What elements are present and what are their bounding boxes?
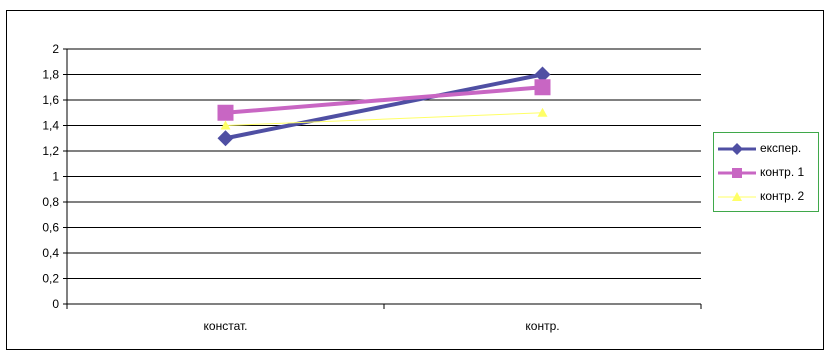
y-tick-label: 2: [52, 42, 59, 56]
legend-label-series-2: контр. 1: [760, 165, 805, 179]
legend: експер. контр. 1 контр. 2: [713, 132, 819, 212]
axes: [63, 48, 702, 309]
y-tick-label: 1: [52, 170, 59, 184]
data-point-series-1: [217, 130, 234, 147]
legend-swatch-series-1: [718, 143, 756, 155]
legend-label-series-3: контр. 2: [760, 189, 805, 203]
x-tick-labels: констат. контр.: [204, 319, 560, 333]
data-point-series-3: [537, 107, 548, 117]
data-point-series-1: [534, 66, 551, 83]
series-line-3: [225, 112, 543, 126]
series-line-1: [225, 72, 543, 141]
legend-swatch-series-2: [718, 168, 756, 178]
y-tick-label: 0: [52, 297, 59, 311]
legend-label-series-1: експер.: [760, 141, 802, 155]
y-tick-label: 1,8: [42, 68, 59, 82]
y-tick-label: 0,4: [42, 246, 59, 260]
series-markers: [217, 66, 551, 147]
y-tick-label: 0,2: [42, 272, 59, 286]
legend-item-series-3: контр. 2: [718, 187, 818, 207]
data-point-series-3: [220, 120, 231, 130]
series-line-2: [225, 85, 543, 115]
y-tick-label: 0,8: [42, 195, 59, 209]
legend-item-series-2: контр. 1: [718, 163, 818, 183]
y-tick-label: 1,4: [42, 119, 59, 133]
y-tick-label: 0,6: [42, 221, 59, 235]
y-tick-labels: 0 0,2 0,4 0,6 0,8 1 1,2 1,4 1,6 1,8 2: [42, 42, 59, 311]
series-lines: [225, 72, 543, 141]
y-tick-label: 1,6: [42, 93, 59, 107]
x-tick-label: констат.: [204, 319, 248, 333]
grid-lines: [67, 48, 701, 279]
legend-swatch-series-3: [718, 192, 756, 201]
chart-frame: [6, 10, 824, 350]
y-tick-label: 1,2: [42, 144, 59, 158]
data-point-series-2: [534, 79, 551, 96]
x-tick-label: контр.: [525, 319, 559, 333]
data-point-series-2: [217, 104, 234, 121]
legend-item-series-1: експер.: [718, 139, 818, 159]
